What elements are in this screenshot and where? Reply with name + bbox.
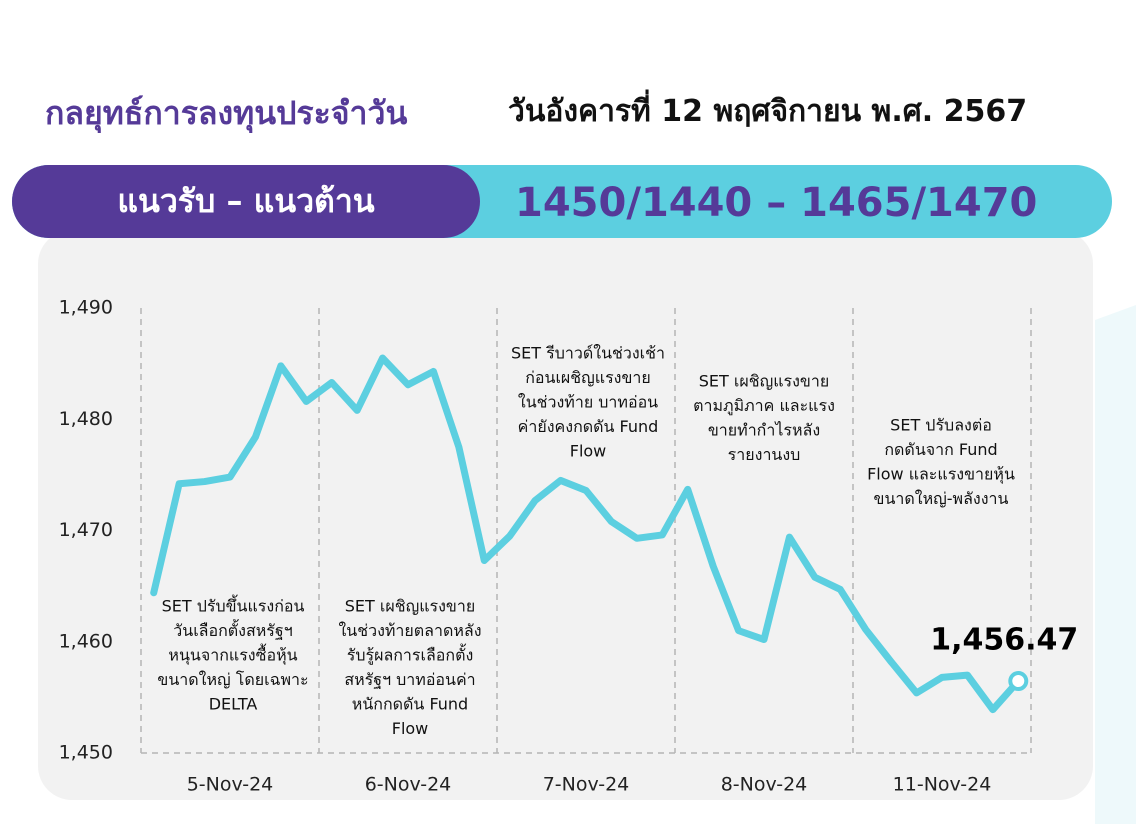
annotation: ตามภูมิภาค และแรง	[693, 396, 835, 416]
y-tick-label: 1,450	[59, 742, 113, 764]
y-tick-label: 1,460	[59, 630, 113, 652]
annotation: กดดันจาก Fund	[884, 440, 997, 459]
title: กลยุทธ์การลงทุนประจำวัน	[45, 94, 408, 132]
annotation: ขายทำกำไรหลัง	[708, 421, 820, 440]
date: วันอังคารที่ 12 พฤศจิกายน พ.ศ. 2567	[508, 94, 1028, 129]
annotation: Flow	[570, 442, 607, 461]
annotation: หนุนจากแรงซื้อหุ้น	[168, 644, 297, 666]
annotation: DELTA	[209, 695, 258, 714]
annotation: รายงานงบ	[728, 445, 801, 464]
annotation: สหรัฐฯ บาทอ่อนค่า	[344, 670, 475, 689]
annotation: ค่ายังคงกดดัน Fund	[518, 417, 659, 436]
chart-panel	[38, 230, 1093, 800]
annotation: Flow และแรงขายหุ้น	[867, 465, 1015, 485]
annotation: Flow	[392, 719, 429, 738]
x-tick-label: 7-Nov-24	[543, 774, 630, 796]
annotation: SET เผชิญแรงขาย	[345, 597, 475, 616]
annotation: วันเลือกตั้งสหรัฐฯ	[173, 619, 292, 640]
decor	[1095, 305, 1136, 824]
annotation: SET ปรับขึ้นแรงก่อน	[162, 595, 305, 616]
annotation: ขนาดใหญ่ โดยเฉพาะ	[157, 670, 308, 689]
annotation: หนักกดดัน Fund	[352, 695, 468, 714]
banner-levels: 1450/1440 – 1465/1470	[515, 180, 1038, 226]
annotation: SET เผชิญแรงขาย	[699, 372, 829, 391]
y-tick-label: 1,490	[59, 297, 113, 319]
annotation: SET รีบาวด์ในช่วงเช้า	[511, 344, 665, 363]
annotation: ในช่วงท้ายตลาดหลัง	[338, 621, 481, 640]
annotation: รับรู้ผลการเลือกตั้ง	[347, 644, 474, 666]
banner-label: แนวรับ – แนวต้าน	[12, 165, 480, 238]
x-tick-label: 6-Nov-24	[365, 774, 452, 796]
annotation: ขนาดใหญ่-พลังงาน	[874, 489, 1009, 508]
data-label: 1,456.47	[930, 623, 1078, 658]
annotation: ก่อนเผชิญแรงขาย	[525, 368, 651, 387]
x-tick-label: 5-Nov-24	[187, 774, 274, 796]
y-tick-label: 1,470	[59, 519, 113, 541]
annotation: ในช่วงท้าย บาทอ่อน	[518, 393, 658, 412]
line	[150, 354, 1022, 714]
x-tick-label: 8-Nov-24	[721, 774, 808, 796]
annotation: SET ปรับลงต่อ	[890, 416, 992, 435]
y-tick-label: 1,480	[59, 408, 113, 430]
end-marker	[1008, 671, 1029, 692]
x-tick-label: 11-Nov-24	[893, 774, 992, 796]
